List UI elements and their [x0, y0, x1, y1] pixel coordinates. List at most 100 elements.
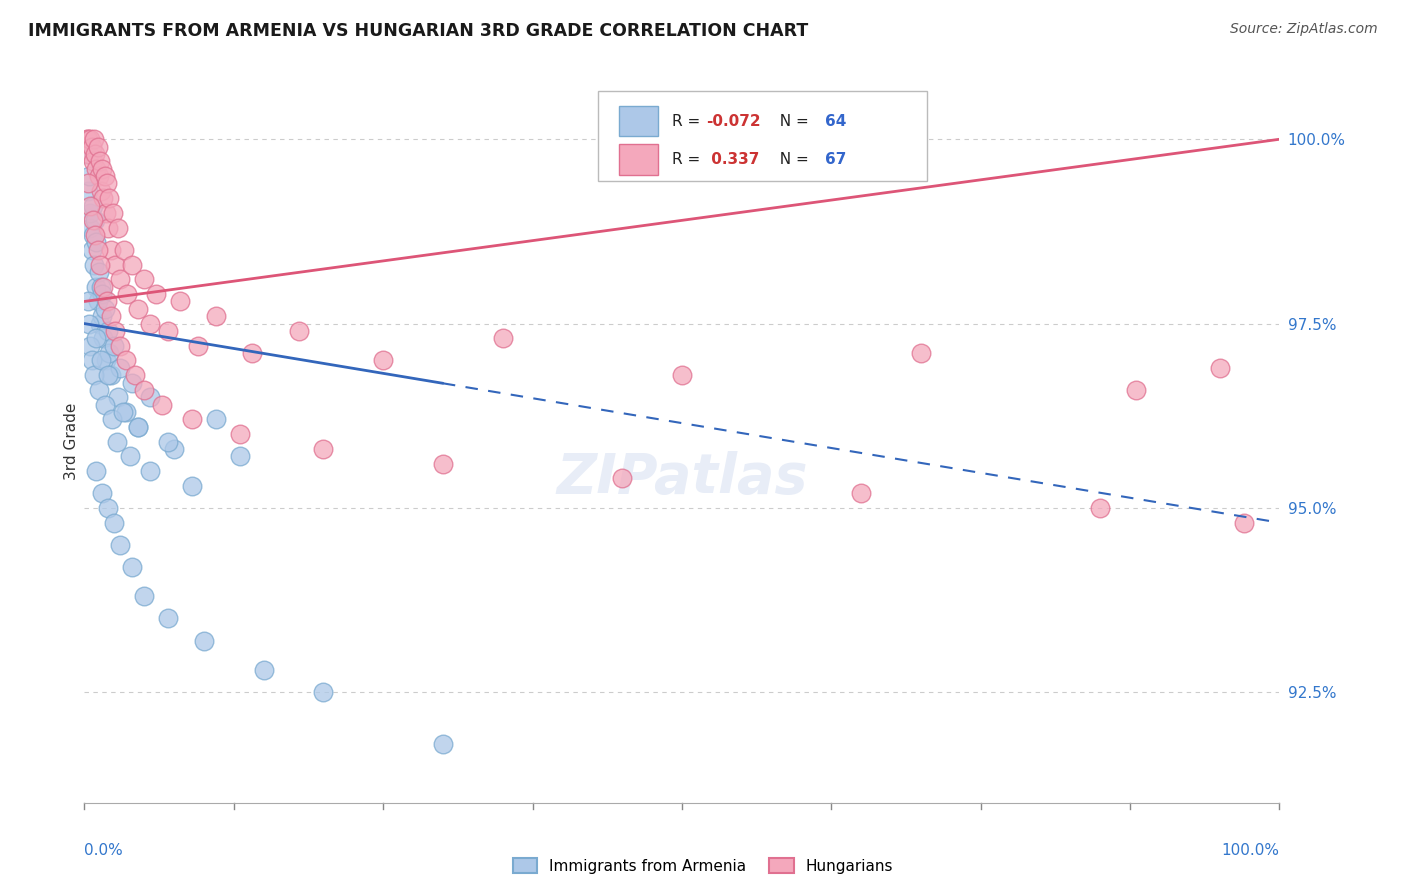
Point	[83, 132, 105, 146]
Point	[86, 294, 108, 309]
Point	[79, 199, 101, 213]
Point	[79, 220, 101, 235]
Point	[253, 663, 276, 677]
Text: ZIPatlas: ZIPatlas	[557, 450, 807, 505]
Point	[90, 184, 112, 198]
Point	[110, 339, 132, 353]
Point	[312, 685, 335, 699]
Text: 100.0%: 100.0%	[1222, 843, 1279, 858]
Point	[77, 184, 100, 198]
Text: 67: 67	[825, 152, 846, 167]
Point	[83, 258, 105, 272]
Point	[139, 317, 162, 331]
Point	[91, 309, 114, 323]
Point	[98, 346, 121, 360]
Point	[86, 464, 108, 478]
Text: Source: ZipAtlas.com: Source: ZipAtlas.com	[1230, 22, 1378, 37]
Point	[612, 471, 634, 485]
Point	[91, 161, 114, 176]
Point	[96, 294, 118, 309]
Point	[107, 390, 129, 404]
Point	[97, 500, 120, 515]
Point	[93, 169, 115, 183]
Point	[76, 147, 98, 161]
Point	[432, 737, 454, 751]
Point	[127, 301, 149, 316]
Point	[104, 258, 127, 272]
Point	[87, 169, 110, 183]
Point	[205, 412, 228, 426]
Point	[79, 132, 101, 146]
Point	[79, 206, 101, 220]
Point	[94, 206, 117, 220]
Text: R =: R =	[672, 152, 706, 167]
Point	[121, 560, 143, 574]
FancyBboxPatch shape	[619, 145, 658, 175]
Point	[97, 368, 120, 383]
Point	[240, 346, 263, 360]
Point	[157, 324, 180, 338]
Point	[104, 324, 127, 338]
Point	[79, 339, 101, 353]
Point	[1233, 516, 1256, 530]
Point	[86, 279, 108, 293]
Point	[112, 243, 135, 257]
Text: -0.072: -0.072	[706, 114, 761, 128]
Point	[110, 272, 132, 286]
Point	[77, 177, 100, 191]
Point	[82, 213, 104, 227]
Point	[110, 360, 132, 375]
Point	[229, 450, 252, 464]
Point	[82, 228, 104, 243]
Point	[84, 228, 107, 243]
Point	[97, 220, 120, 235]
Point	[98, 191, 121, 205]
Point	[671, 368, 693, 383]
Y-axis label: 3rd Grade: 3rd Grade	[63, 403, 79, 480]
Point	[103, 339, 125, 353]
Point	[492, 331, 515, 345]
Point	[91, 486, 114, 500]
Point	[139, 464, 162, 478]
Point	[115, 405, 138, 419]
Point	[150, 398, 173, 412]
Text: R =: R =	[672, 114, 706, 128]
Point	[157, 611, 180, 625]
Text: 0.337: 0.337	[706, 152, 759, 167]
Point	[139, 390, 162, 404]
Point	[169, 294, 191, 309]
Point	[84, 147, 107, 161]
Point	[101, 412, 124, 426]
Point	[87, 383, 110, 397]
Point	[96, 177, 118, 191]
Point	[80, 243, 103, 257]
Point	[93, 301, 115, 316]
Point	[94, 353, 117, 368]
Point	[107, 220, 129, 235]
Point	[111, 405, 134, 419]
Point	[100, 309, 122, 323]
Point	[118, 450, 141, 464]
Point	[373, 353, 395, 368]
Point	[105, 434, 128, 449]
Point	[77, 294, 100, 309]
Point	[86, 235, 108, 250]
Point	[76, 132, 98, 146]
Point	[181, 479, 204, 493]
Point	[132, 272, 156, 286]
Point	[127, 419, 149, 434]
Point	[93, 331, 115, 345]
Point	[87, 265, 110, 279]
Text: IMMIGRANTS FROM ARMENIA VS HUNGARIAN 3RD GRADE CORRELATION CHART: IMMIGRANTS FROM ARMENIA VS HUNGARIAN 3RD…	[28, 22, 808, 40]
Point	[97, 324, 120, 338]
Point	[312, 442, 335, 456]
Point	[84, 213, 107, 227]
Point	[100, 243, 122, 257]
Point	[82, 199, 104, 213]
Point	[205, 309, 228, 323]
Text: 64: 64	[825, 114, 846, 128]
Point	[90, 279, 112, 293]
Point	[82, 154, 104, 169]
FancyBboxPatch shape	[599, 91, 927, 181]
Point	[86, 139, 108, 153]
